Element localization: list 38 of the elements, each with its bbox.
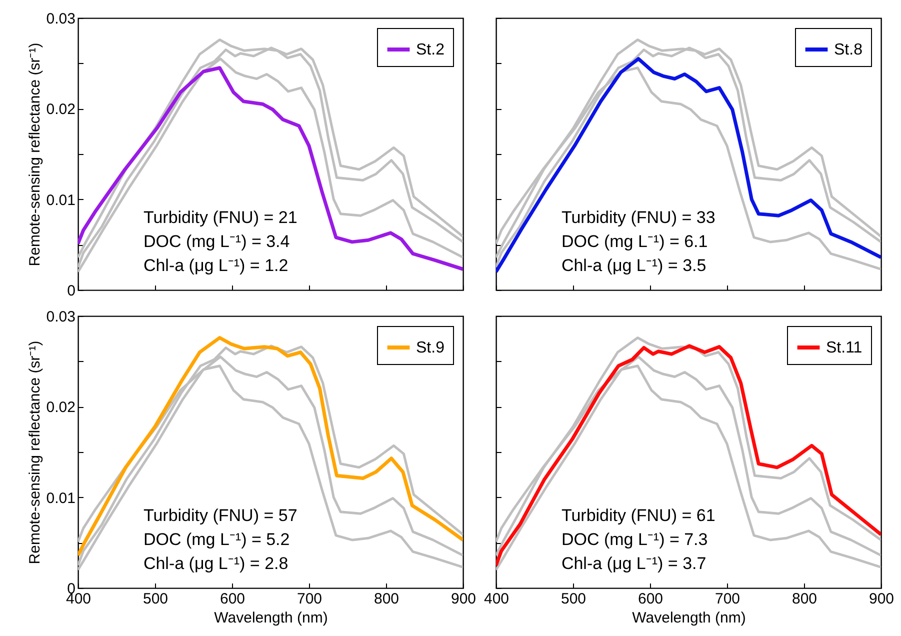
annotation: Chl-a (μg L⁻¹) = 3.7 [561, 554, 706, 573]
y-tick-label: 0 [67, 282, 76, 300]
x-tick-label: 800 [374, 590, 400, 608]
y-tick-label: 0.03 [46, 10, 76, 28]
x-tick-label: 900 [868, 590, 894, 608]
x-tick-label: 400 [484, 590, 510, 608]
annotation: DOC (mg L⁻¹) = 5.2 [143, 530, 290, 549]
annotation: Chl-a (μg L⁻¹) = 1.2 [143, 256, 288, 275]
x-axis-title: Wavelength (nm) [632, 610, 746, 626]
annotation: DOC (mg L⁻¹) = 3.4 [143, 232, 290, 251]
annotation: Turbidity (FNU) = 33 [561, 208, 716, 227]
y-tick-label: 0.02 [46, 101, 76, 118]
y-tick-label: 0.01 [46, 192, 76, 209]
annotation: Turbidity (FNU) = 57 [143, 506, 298, 525]
x-tick-label: 600 [220, 590, 246, 608]
legend-label: St.9 [416, 340, 445, 356]
y-tick-label: 0.01 [46, 490, 76, 507]
y-axis-title: Remote-sensing reflectance (sr⁻¹) [26, 340, 44, 564]
x-tick-label: 600 [638, 590, 664, 608]
x-tick-label: 700 [296, 590, 322, 608]
annotation: Turbidity (FNU) = 61 [561, 506, 716, 525]
x-tick-label: 500 [560, 590, 586, 608]
legend-label: St.11 [826, 340, 862, 356]
annotation: DOC (mg L⁻¹) = 7.3 [561, 530, 708, 549]
x-tick-label: 700 [714, 590, 740, 608]
x-axis-title: Wavelength (nm) [214, 610, 328, 626]
x-tick-label: 500 [142, 590, 168, 608]
x-tick-label: 800 [792, 590, 818, 608]
y-tick-label: 0.03 [46, 308, 76, 326]
annotation: Turbidity (FNU) = 21 [143, 208, 298, 227]
y-axis-title: Remote-sensing reflectance (sr⁻¹) [26, 42, 44, 266]
x-tick-label: 900 [450, 590, 476, 608]
legend-label: St.2 [416, 42, 445, 58]
annotation: Chl-a (μg L⁻¹) = 3.5 [561, 256, 706, 275]
annotation: Chl-a (μg L⁻¹) = 2.8 [143, 554, 288, 573]
annotation: DOC (mg L⁻¹) = 6.1 [561, 232, 708, 251]
y-tick-label: 0.02 [46, 399, 76, 416]
legend-label: St.8 [834, 42, 863, 58]
